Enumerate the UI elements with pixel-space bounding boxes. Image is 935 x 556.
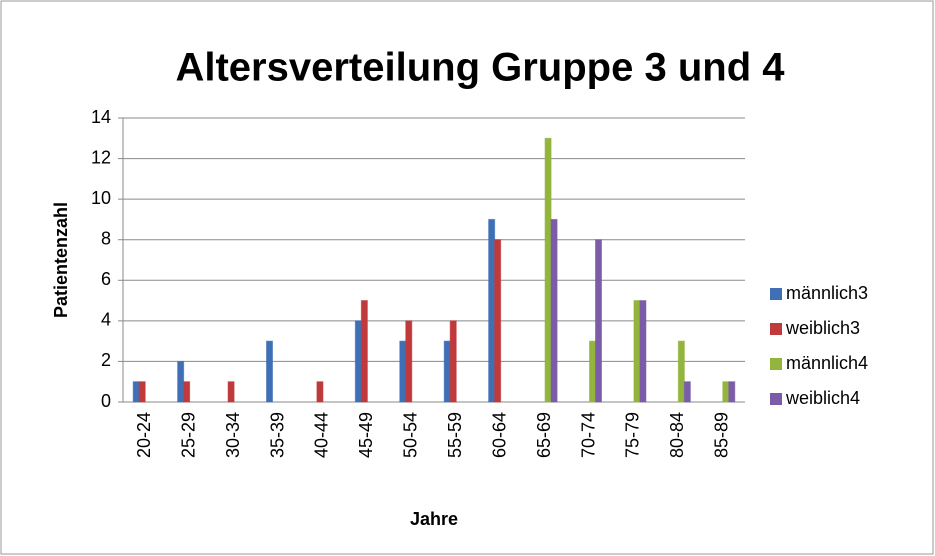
- legend-swatch: [770, 393, 782, 405]
- x-tick-label: 80-84: [667, 412, 687, 458]
- x-tick-label: 30-34: [223, 412, 243, 458]
- y-tick-label: 8: [101, 228, 111, 248]
- bar: [405, 320, 413, 403]
- x-tick-label: 55-59: [445, 412, 465, 458]
- bar: [589, 340, 596, 403]
- bar: [544, 137, 552, 403]
- x-tick-label: 50-54: [401, 412, 421, 458]
- bar: [683, 381, 691, 403]
- bar: [728, 381, 736, 403]
- x-tick-label: 70-74: [578, 412, 598, 458]
- legend-label: weiblich4: [785, 388, 860, 408]
- bar: [677, 340, 685, 403]
- legend-label: männlich3: [786, 283, 868, 303]
- y-axis-label: Patientenzahl: [51, 202, 71, 318]
- bar: [449, 320, 457, 403]
- x-tick-label: 35-39: [267, 412, 287, 458]
- y-tick-label: 12: [91, 147, 111, 167]
- bar: [494, 239, 502, 403]
- x-tick-label: 60-64: [489, 412, 509, 458]
- x-tick-label: 25-29: [178, 412, 198, 458]
- bar: [633, 300, 641, 403]
- bar: [443, 340, 451, 403]
- bar: [722, 381, 730, 403]
- y-tick-label: 10: [91, 188, 111, 208]
- x-tick-label: 45-49: [356, 412, 376, 458]
- bar: [138, 381, 146, 403]
- bar: [266, 340, 273, 403]
- y-tick-label: 4: [101, 310, 111, 330]
- y-tick-label: 0: [101, 391, 111, 411]
- x-tick-label: 40-44: [312, 412, 332, 458]
- y-tick-label: 14: [91, 107, 111, 127]
- bar: [399, 340, 407, 403]
- bar: [595, 239, 602, 403]
- y-tick-label: 2: [101, 350, 111, 370]
- chart-title: Altersverteilung Gruppe 3 und 4: [175, 46, 785, 90]
- bar: [360, 300, 368, 403]
- legend-swatch: [770, 358, 782, 370]
- x-tick-label: 75-79: [623, 412, 643, 458]
- x-tick-label: 65-69: [534, 412, 554, 458]
- y-tick-label: 6: [101, 269, 111, 289]
- bar: [227, 381, 235, 403]
- legend-label: weiblich3: [785, 318, 860, 338]
- x-tick-label: 85-89: [712, 412, 732, 458]
- bar: [183, 381, 191, 403]
- bar: [550, 218, 558, 403]
- legend-label: männlich4: [786, 353, 868, 373]
- x-axis-label: Jahre: [410, 509, 458, 529]
- bar: [488, 218, 496, 403]
- bar: [354, 320, 362, 403]
- bar: [639, 300, 647, 403]
- x-tick-label: 20-24: [134, 412, 154, 458]
- bar: [316, 381, 324, 403]
- bar: [132, 381, 140, 403]
- legend-swatch: [770, 288, 782, 300]
- legend-swatch: [770, 323, 782, 335]
- bar: [177, 360, 185, 403]
